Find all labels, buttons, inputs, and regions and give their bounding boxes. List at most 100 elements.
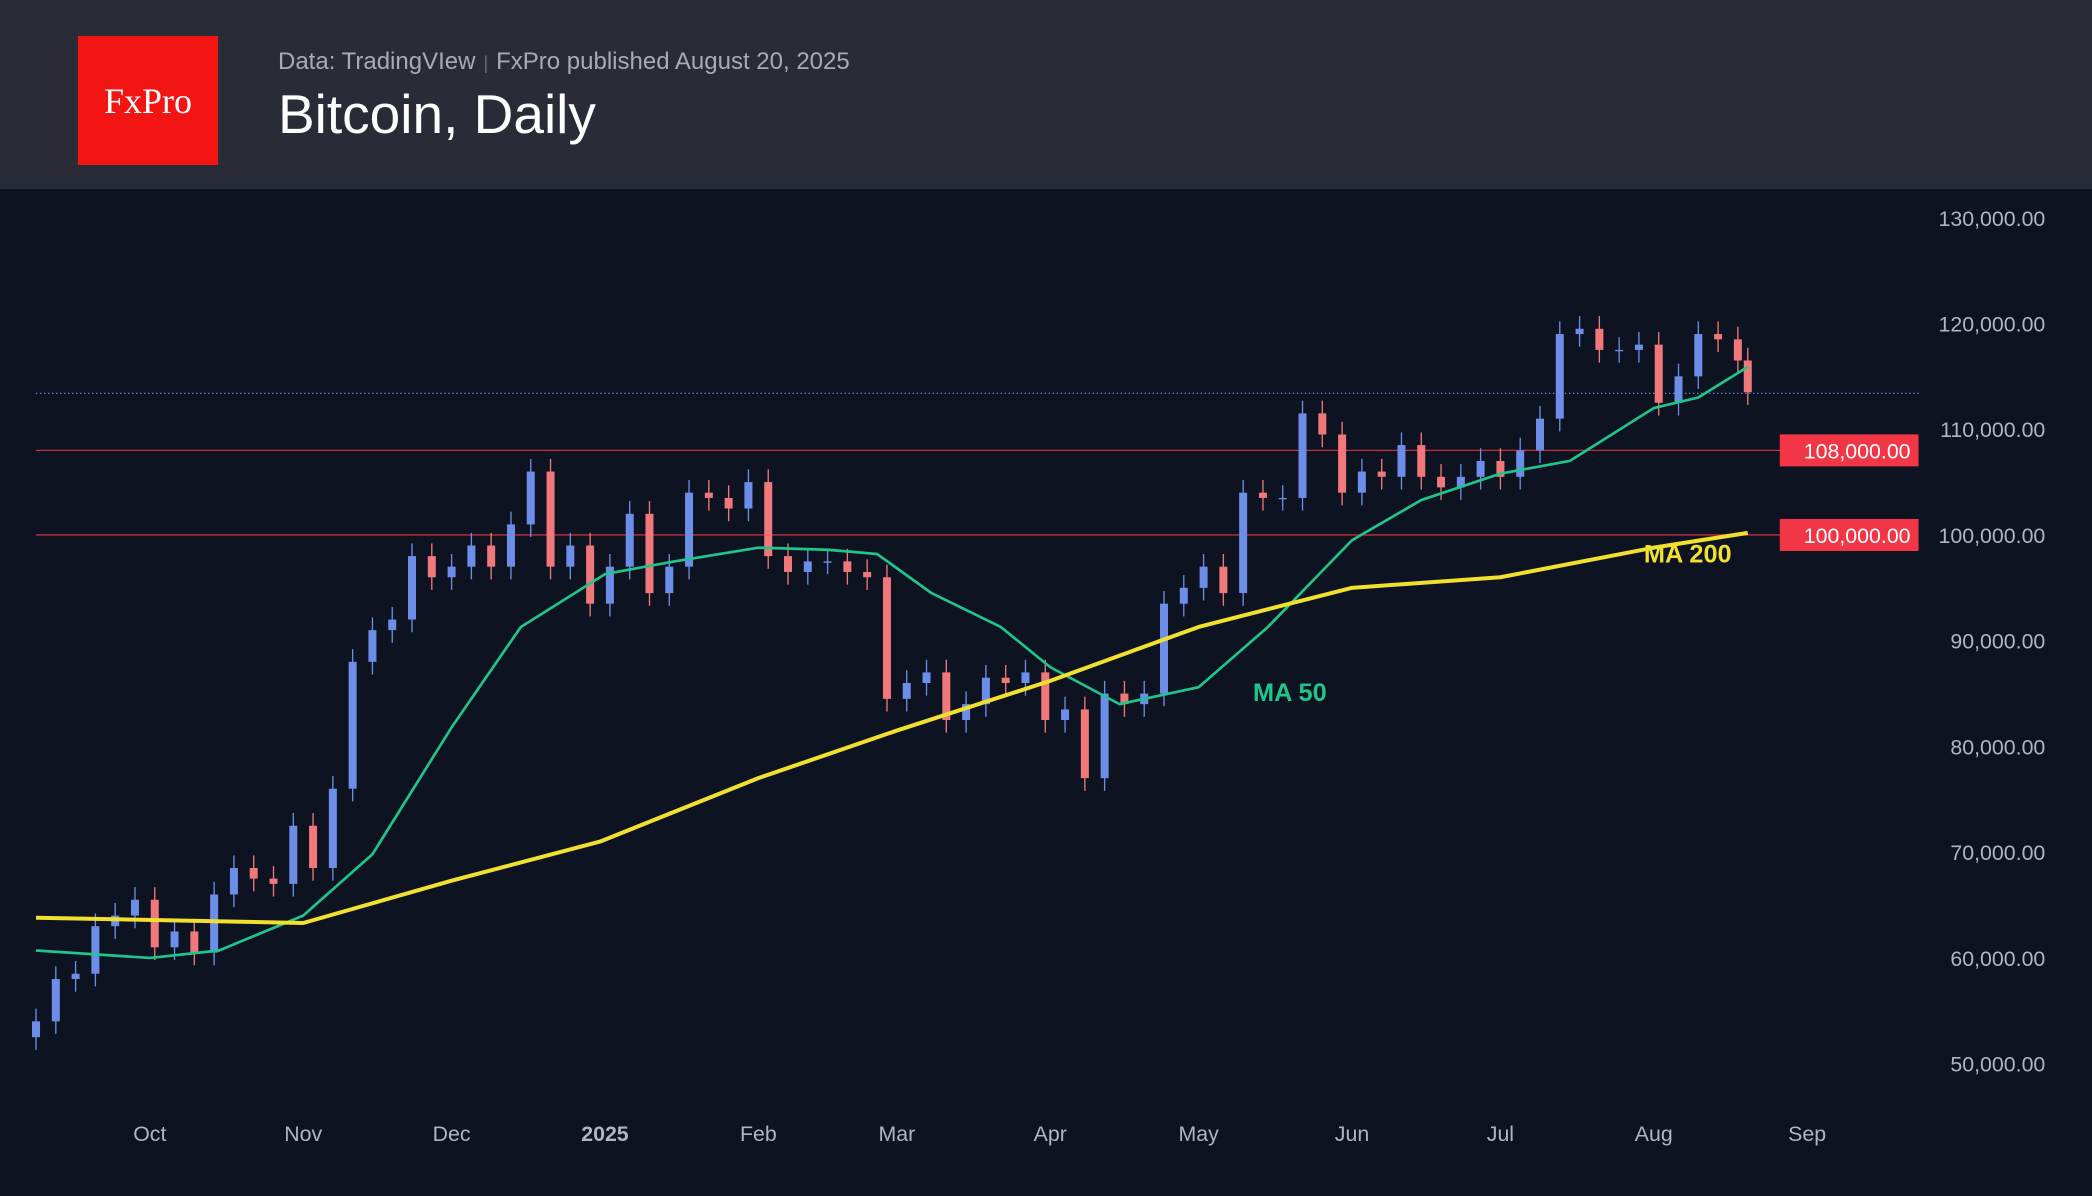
- candle-body: [1239, 492, 1248, 594]
- candle-body: [625, 513, 634, 567]
- x-tick-label: Feb: [740, 1122, 777, 1146]
- candle-body: [665, 566, 674, 594]
- candle-body: [962, 704, 971, 720]
- candle-body: [269, 878, 278, 884]
- candle-body: [91, 926, 100, 974]
- level-label: 100,000.00: [1804, 524, 1911, 548]
- candle-body: [1674, 376, 1683, 403]
- candle-body: [685, 492, 694, 567]
- candle-body: [902, 682, 911, 699]
- candle-body: [724, 497, 733, 509]
- y-tick-label: 120,000.00: [1939, 312, 2046, 336]
- candle-body: [744, 482, 753, 509]
- candle-body: [1743, 360, 1752, 393]
- candle-body: [843, 561, 852, 572]
- candle-body: [1714, 334, 1723, 340]
- candle-body: [1021, 672, 1030, 683]
- candle-body: [506, 524, 515, 567]
- candle-body: [1417, 445, 1426, 477]
- x-tick-label: Apr: [1034, 1122, 1067, 1146]
- candle-body: [1516, 450, 1525, 477]
- data-source: Data: TradingVIew: [278, 48, 476, 75]
- candle-body: [1595, 328, 1604, 350]
- candle-body: [170, 931, 179, 948]
- candle-body: [229, 868, 238, 895]
- x-tick-label: Nov: [284, 1122, 322, 1146]
- candle-body: [546, 471, 555, 567]
- level-label-box: [1779, 434, 1919, 467]
- candle-body: [784, 556, 793, 572]
- y-tick-label: 70,000.00: [1950, 841, 2045, 865]
- y-tick-label: 100,000.00: [1939, 524, 2046, 548]
- candle-body: [1575, 328, 1584, 335]
- candle-body: [823, 561, 832, 563]
- separator: |: [483, 53, 489, 73]
- candle-body: [1298, 413, 1307, 498]
- candle-body: [368, 630, 377, 662]
- y-tick-label: 130,000.00: [1939, 207, 2046, 231]
- candle-body: [408, 556, 417, 620]
- candle-body: [566, 545, 575, 567]
- candle-body: [1278, 497, 1287, 500]
- fxpro-logo: FxPro: [78, 36, 218, 165]
- subtitle: Data: TradingVIew | FxPro published August…: [278, 48, 850, 76]
- candle-body: [764, 482, 773, 557]
- candle-body: [71, 973, 80, 980]
- candle-body: [1318, 413, 1327, 435]
- x-tick-label: Jul: [1487, 1122, 1514, 1146]
- candle-body: [1694, 334, 1703, 377]
- x-tick-label: 2025: [581, 1122, 629, 1146]
- candle-body: [1258, 492, 1267, 498]
- published-date: FxPro published August 20, 2025: [496, 48, 850, 75]
- header: FxPro Data: TradingVIew | FxPro published …: [0, 0, 2092, 189]
- candle-body: [309, 825, 318, 869]
- candle-body: [289, 825, 298, 884]
- candle-body: [427, 556, 436, 578]
- candle-body: [645, 513, 654, 594]
- candle-body: [922, 672, 931, 683]
- candle-body: [1041, 672, 1050, 720]
- candle-body: [150, 899, 159, 948]
- ma200-line: [35, 530, 1749, 926]
- candle-body: [1120, 693, 1129, 705]
- x-tick-label: Mar: [878, 1122, 915, 1146]
- candle-body: [1080, 709, 1089, 779]
- level-label-box: [1779, 518, 1919, 551]
- x-tick-label: Jun: [1335, 1122, 1369, 1146]
- x-tick-label: Dec: [433, 1122, 471, 1146]
- x-tick-label: Aug: [1635, 1122, 1673, 1146]
- candle-body: [704, 492, 713, 498]
- candle-body: [1338, 434, 1347, 493]
- y-tick-label: 50,000.00: [1950, 1053, 2045, 1077]
- level-label: 108,000.00: [1804, 439, 1911, 463]
- candle-body: [803, 561, 812, 572]
- y-tick-label: 90,000.00: [1950, 630, 2045, 654]
- candle-body: [1159, 603, 1169, 694]
- candle-body: [447, 566, 456, 578]
- candle-body: [1100, 693, 1109, 779]
- candle-body: [328, 788, 337, 869]
- candle-body: [1456, 476, 1465, 488]
- x-tick-label: Oct: [133, 1122, 166, 1146]
- candle-body: [1397, 445, 1406, 477]
- candle-body: [249, 868, 258, 879]
- candle-body: [487, 545, 496, 567]
- ma200-label: MA 200: [1644, 540, 1732, 568]
- candle-body: [130, 899, 139, 916]
- candle-body: [1535, 418, 1544, 451]
- candle-body: [526, 471, 535, 525]
- candle-body: [1476, 460, 1485, 477]
- candle-body: [981, 677, 990, 705]
- candle-body: [348, 661, 357, 789]
- candle-body: [32, 1021, 41, 1038]
- ma50-line: [35, 365, 1749, 960]
- candle-body: [1654, 344, 1663, 403]
- candle-body: [1437, 476, 1446, 488]
- x-tick-label: Sep: [1788, 1122, 1826, 1146]
- candle-body: [1377, 471, 1386, 477]
- candle-body: [942, 672, 951, 720]
- candle-body: [388, 619, 397, 631]
- y-tick-label: 80,000.00: [1950, 735, 2045, 759]
